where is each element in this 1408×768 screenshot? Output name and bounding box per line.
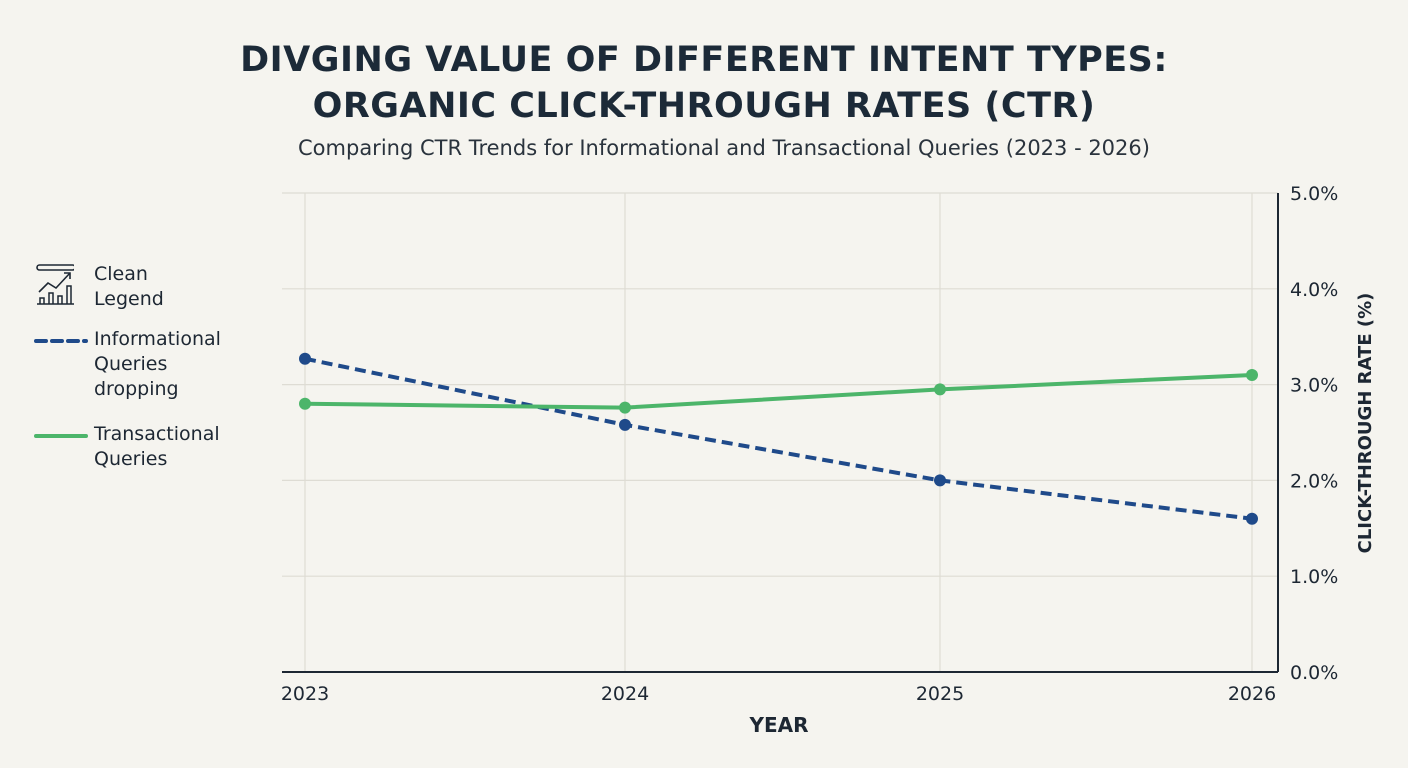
series-line-informational <box>304 356 1253 521</box>
x-tick-label: 2026 <box>1228 683 1276 705</box>
x-tick-label: 2025 <box>916 683 964 705</box>
y-tick-label: 0.0% <box>1290 662 1338 684</box>
legend-label: Transactional <box>94 423 220 445</box>
y-tick-label: 3.0% <box>1290 375 1338 397</box>
data-point <box>934 383 946 396</box>
y-tick-label: 1.0% <box>1290 566 1338 588</box>
dashed-line-swatch-icon <box>34 339 88 343</box>
legend-label: Queries <box>94 353 168 375</box>
y-tick-label: 2.0% <box>1290 470 1338 492</box>
x-axis-label: YEAR <box>748 713 808 737</box>
data-point <box>299 352 311 365</box>
series-line-transactional <box>304 373 1253 410</box>
y-tick-label: 5.0% <box>1290 183 1338 205</box>
data-point <box>619 418 631 431</box>
chart-trend-icon <box>36 264 74 305</box>
y-tick-label: 4.0% <box>1290 279 1338 301</box>
legend-label: Queries <box>94 448 168 470</box>
data-point <box>299 397 311 410</box>
chart-subtitle: Comparing CTR Trends for Informational a… <box>298 136 1150 160</box>
legend-label: dropping <box>94 378 179 400</box>
chart-title-line-2: ORGANIC CLICK-THROUGH RATES (CTR) <box>312 86 1096 126</box>
legend-header-text-1: Clean <box>94 263 148 285</box>
x-tick-label: 2023 <box>281 683 329 705</box>
legend-header-text-2: Legend <box>94 288 164 310</box>
y-axis-label: CLICK-THROUGH RATE (%) <box>1355 293 1376 554</box>
chart-title-line-1: DIVGING VALUE OF DIFFERENT INTENT TYPES: <box>240 40 1168 80</box>
x-tick-label: 2024 <box>601 683 649 705</box>
data-point <box>1246 369 1258 382</box>
data-point <box>1246 512 1258 525</box>
solid-line-swatch-icon <box>34 434 88 438</box>
data-point <box>934 474 946 487</box>
legend-label: Informational <box>94 328 221 350</box>
data-point <box>619 401 631 414</box>
